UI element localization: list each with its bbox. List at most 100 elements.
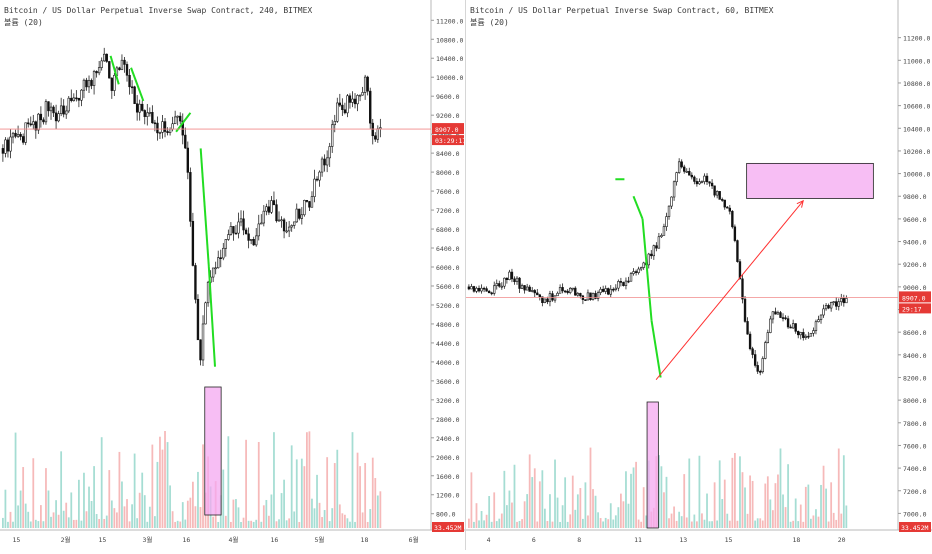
candle-body	[558, 287, 562, 294]
volume-bar	[151, 444, 154, 528]
candle-body	[579, 293, 582, 297]
candle-body	[290, 225, 293, 228]
candle-body	[374, 135, 377, 140]
volume-bar	[726, 513, 729, 528]
candle-body	[665, 216, 668, 227]
volume-bar	[316, 474, 318, 528]
candle-body	[67, 97, 70, 112]
candle-body	[103, 53, 106, 62]
candle-body	[508, 271, 511, 280]
volume-bar	[22, 467, 25, 528]
price-tick-label: 9400.0	[903, 239, 927, 247]
highlight-trend-segment	[632, 195, 644, 220]
volume-bar	[736, 520, 739, 528]
volume-bar	[680, 516, 683, 528]
countdown-badge	[432, 135, 464, 146]
highlight-box-annotation[interactable]	[746, 162, 874, 199]
candle-body	[32, 121, 35, 126]
volume-bar	[179, 521, 182, 528]
volume-bar	[794, 498, 797, 528]
candle-body	[148, 112, 152, 114]
time-tick-label: 16	[270, 536, 278, 544]
volume-bar	[478, 520, 480, 528]
candle-body	[764, 342, 767, 359]
volume-bar	[288, 518, 291, 528]
candle-body	[683, 166, 686, 172]
candle-body	[531, 290, 534, 292]
candle-body	[670, 196, 673, 207]
candle-body	[495, 283, 498, 287]
candle-body	[199, 339, 202, 361]
candle-body	[842, 298, 846, 304]
candle-body	[576, 293, 580, 296]
candle-body	[204, 302, 207, 325]
chart-panel-240[interactable]: Bitcoin / US Dollar Perpetual Inverse Sw…	[0, 0, 466, 550]
candle-body	[171, 123, 174, 130]
current-price-label: 8907.0	[902, 294, 926, 302]
volume-badge	[899, 522, 931, 532]
candle-body	[308, 201, 311, 208]
volume-bar	[609, 503, 612, 528]
candle-body	[733, 226, 737, 241]
candle-body	[82, 79, 86, 91]
volume-bar	[154, 516, 156, 528]
candle-body	[563, 290, 567, 293]
candle-body	[543, 298, 547, 303]
volume-bar	[237, 507, 240, 528]
chart-panel-60[interactable]: Bitcoin / US Dollar Perpetual Inverse Sw…	[466, 0, 932, 550]
volume-bar	[189, 497, 192, 528]
volume-bar	[508, 490, 511, 528]
candle-body	[614, 287, 618, 290]
candle-body	[90, 80, 93, 86]
candle-body	[667, 205, 671, 217]
highlight-box-annotation[interactable]	[204, 386, 222, 516]
volume-bar	[683, 474, 686, 528]
volume-bar	[658, 455, 660, 528]
candle-body	[814, 321, 818, 331]
candle-body	[594, 293, 597, 299]
candle-body	[536, 292, 539, 296]
candle-body	[472, 286, 476, 292]
volume-bar	[290, 445, 293, 528]
volume-bar	[711, 521, 713, 528]
candle-body	[685, 171, 688, 173]
highlight-box-annotation[interactable]	[646, 401, 659, 529]
volume-bar	[65, 502, 68, 528]
volume-bar	[693, 514, 696, 528]
candle-body	[515, 277, 519, 283]
volume-bar	[285, 520, 288, 528]
time-tick-label: 6	[532, 536, 536, 544]
panel-divider[interactable]	[465, 0, 466, 550]
time-tick-label: 3월	[142, 535, 152, 544]
price-tick-label: 2800.0	[436, 416, 460, 424]
volume-bar	[761, 520, 764, 528]
volume-bar	[604, 517, 607, 528]
candle-body	[206, 281, 210, 304]
countdown-label: 03:29:17	[435, 137, 465, 145]
price-chart-240[interactable]: 11200.0 10800.0 10400.0 10000.0 9600.0 9200.0…	[0, 0, 466, 550]
price-tick-label: 10000.0	[903, 171, 930, 179]
volume-bar	[300, 458, 303, 528]
candle-body	[133, 86, 136, 104]
volume-bar	[756, 518, 759, 528]
trend-arrow-line[interactable]	[655, 200, 804, 381]
candle-body	[239, 218, 243, 223]
price-tick-label: 4400.0	[436, 340, 460, 348]
candle-body	[490, 292, 493, 295]
candle-body	[741, 278, 744, 300]
candle-body	[520, 285, 524, 289]
candle-body	[779, 312, 782, 318]
volume-bar	[166, 442, 169, 528]
candle-body	[693, 176, 696, 182]
volume-bar	[113, 508, 116, 528]
countdown-badge	[899, 303, 931, 314]
chart-title: Bitcoin / US Dollar Perpetual Inverse Sw…	[4, 6, 313, 15]
volume-bar	[47, 490, 50, 528]
current-price-label: 8907.0	[435, 126, 459, 134]
volume-bar	[513, 464, 516, 528]
volume-bar	[121, 481, 123, 528]
candle-body	[698, 181, 701, 185]
price-chart-60[interactable]: 11200.0 11000.0 10800.0 10600.0 10400.0 10200…	[466, 0, 932, 550]
current-price-badge	[899, 291, 931, 303]
candle-body	[168, 128, 172, 133]
